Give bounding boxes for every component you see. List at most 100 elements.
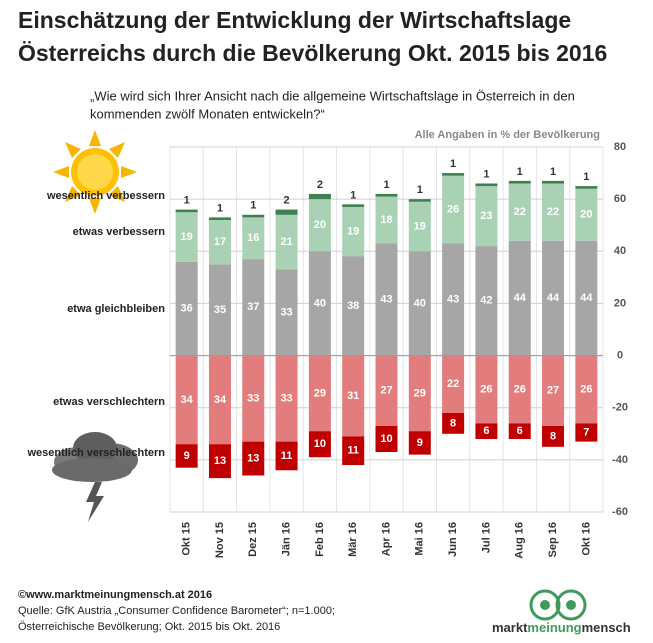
note: Alle Angaben in % der Bevölkerung — [415, 129, 600, 141]
bar-segment — [175, 261, 198, 356]
y-tick-label: -60 — [612, 506, 628, 518]
bar-segment — [208, 444, 231, 479]
value-label: 42 — [480, 295, 492, 307]
value-label: 1 — [350, 189, 356, 201]
bar-segment — [408, 201, 431, 252]
bar-segment — [475, 246, 498, 356]
bar-segment — [575, 188, 598, 241]
value-label: 33 — [280, 306, 292, 318]
legend-label: etwa gleichbleiben — [67, 303, 165, 315]
bar-segment — [575, 240, 598, 356]
x-tick-label: Feb 16 — [314, 522, 326, 557]
value-label: 44 — [514, 292, 527, 304]
x-tick-label: Sep 16 — [547, 522, 559, 557]
x-tick-label: Mär 16 — [347, 522, 359, 557]
sun-icon — [53, 130, 137, 214]
value-label: 21 — [280, 236, 292, 248]
value-label: 36 — [181, 303, 193, 315]
cloud-icon — [52, 432, 138, 522]
value-label: 1 — [383, 179, 389, 191]
chart-title: Einschätzung der Entwicklung der Wirtsch… — [18, 7, 571, 33]
x-tick-label: Jän 16 — [280, 522, 292, 556]
value-label: 22 — [447, 378, 459, 390]
x-tick-label: Nov 15 — [214, 522, 226, 558]
y-tick-label: 80 — [614, 141, 626, 153]
footer: ©www.marktmeinungmensch.at 2016 — [18, 589, 212, 601]
x-tick-label: Apr 16 — [380, 522, 392, 556]
value-label: 1 — [217, 202, 223, 214]
value-label: 22 — [514, 206, 526, 218]
value-label: 34 — [214, 394, 227, 406]
value-label: 17 — [214, 236, 226, 248]
value-label: 1 — [550, 166, 556, 178]
bar-segment — [175, 355, 198, 445]
bar-segment — [442, 355, 465, 413]
value-label: 11 — [347, 445, 359, 457]
y-tick-label: -40 — [612, 454, 628, 466]
value-label: 8 — [550, 430, 556, 442]
bar-segment — [308, 251, 331, 356]
bar-segment — [375, 193, 398, 197]
y-tick-label: -20 — [612, 402, 628, 414]
x-tick-label: Okt 16 — [580, 522, 592, 556]
x-tick-label: Jul 16 — [480, 522, 492, 553]
bar-segment — [342, 204, 365, 207]
bar-segment — [442, 173, 465, 176]
x-tick-label: Mai 16 — [414, 522, 426, 556]
logo-part: markt — [492, 620, 528, 635]
bar-segment — [242, 217, 265, 260]
bar-segment — [542, 183, 565, 241]
footer: Quelle: GfK Austria „Consumer Confidence… — [18, 605, 335, 617]
bar-segment — [475, 186, 498, 247]
bar-segment — [308, 199, 331, 252]
y-tick-label: 20 — [614, 297, 626, 309]
bar-segment — [308, 431, 331, 458]
value-label: 13 — [214, 455, 226, 467]
value-label: 44 — [580, 292, 593, 304]
value-label: 10 — [314, 438, 326, 450]
bar-segment — [375, 355, 398, 426]
value-label: 26 — [580, 383, 592, 395]
bar-segment — [342, 355, 365, 437]
bar-segment — [408, 251, 431, 356]
value-label: 1 — [450, 158, 456, 170]
x-tick-label: Okt 15 — [181, 522, 193, 556]
value-label: 1 — [250, 200, 256, 212]
bar-segment — [375, 425, 398, 453]
bar-segment — [342, 206, 365, 257]
legend-label: etwas verschlechtern — [53, 396, 165, 408]
value-label: 29 — [414, 387, 426, 399]
value-label: 20 — [314, 219, 326, 231]
value-label: 2 — [317, 179, 323, 191]
bar-segment — [542, 240, 565, 356]
value-label: 44 — [547, 292, 560, 304]
value-label: 2 — [284, 194, 290, 206]
bar-segment — [242, 441, 265, 476]
bar-segment — [508, 423, 531, 439]
bar-segment — [508, 183, 531, 241]
bar-segment — [308, 355, 331, 432]
bar-segment — [275, 269, 298, 356]
bar-segment — [275, 441, 298, 471]
value-label: 26 — [480, 383, 492, 395]
value-label: 9 — [417, 437, 423, 449]
value-label: 35 — [214, 304, 226, 316]
subtitle: „Wie wird sich Ihrer Ansicht nach die al… — [90, 88, 575, 103]
value-label: 40 — [314, 297, 326, 309]
value-label: 19 — [347, 226, 359, 238]
logo-part: mensch — [582, 620, 631, 635]
value-label: 19 — [414, 220, 426, 232]
bar-segment — [508, 180, 531, 184]
bar-segment — [542, 355, 565, 426]
value-label: 38 — [347, 300, 359, 312]
legend-label: wesentlich verschlechtern — [26, 447, 165, 459]
value-label: 1 — [417, 184, 423, 196]
value-label: 8 — [450, 417, 456, 429]
chart-title: Österreichs durch die Bevölkerung Okt. 2… — [18, 40, 607, 66]
bar-segment — [242, 355, 265, 442]
value-label: 23 — [480, 210, 492, 222]
x-tick-label: Dez 15 — [247, 522, 259, 557]
bar-segment — [208, 264, 231, 356]
value-label: 33 — [280, 392, 292, 404]
bar-segment — [175, 209, 198, 213]
